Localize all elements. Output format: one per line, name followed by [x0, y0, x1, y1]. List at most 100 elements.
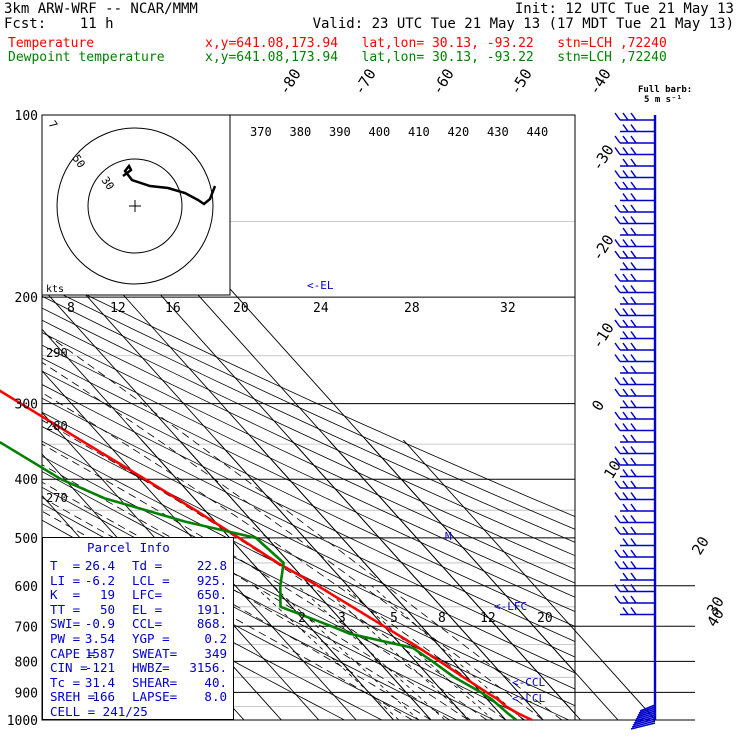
init-time: Init: 12 UTC Tue 21 May 13 [514, 1, 734, 17]
pressure-label: 200 [15, 291, 38, 306]
parcel-value: 19 [99, 587, 115, 603]
wind-barb-flag [614, 423, 621, 431]
parcel-value: 349 [204, 645, 227, 661]
hodograph-ring-label: 30 [99, 174, 117, 192]
wind-barb-flag [630, 285, 637, 293]
wind-barb-flag [614, 492, 621, 500]
dry-adiabat [42, 319, 575, 570]
wind-barb-flag [614, 457, 621, 466]
wind-barb-flag [614, 250, 621, 259]
pressure-label: 900 [15, 686, 38, 701]
mixing-ratio-label: 2 [298, 611, 306, 626]
theta-label: 290 [46, 346, 68, 360]
wind-barb-flag [630, 158, 637, 167]
wind-barb-flag [622, 469, 629, 477]
wind-barb-flag [630, 595, 637, 604]
hodograph-frame [41, 114, 231, 296]
parcel-label: LAPSE= [132, 689, 178, 705]
mixing-ratio-label: 8 [67, 301, 75, 316]
wind-barb-flag [614, 388, 621, 397]
wind-barb-flag [614, 377, 621, 385]
wind-barb-flag [622, 112, 629, 121]
mixing-ratio-label: 28 [404, 301, 420, 316]
mixing-ratio-line [321, 585, 471, 720]
wind-barb-flag [630, 124, 637, 132]
dry-adiabat [42, 357, 575, 613]
wind-barb-flag [630, 515, 637, 523]
wind-barb-flag [614, 319, 621, 328]
mixing-ratio-label: 20 [537, 611, 553, 626]
theta-label: 280 [46, 419, 68, 433]
wind-barb-flag [614, 170, 621, 178]
level-marker: <-CCL [512, 676, 545, 689]
wind-barb-flag [630, 377, 637, 385]
dry-adiabat [42, 411, 575, 674]
isotherm-ext [110, 440, 656, 720]
wind-barb-flag [630, 331, 637, 339]
parcel-label: HWBZ= [132, 660, 170, 676]
parcel-value: -121 [84, 660, 115, 676]
parcel-value: 868. [196, 616, 227, 632]
wind-barb-flag [614, 526, 621, 535]
wind-barb-flag [630, 193, 637, 201]
wind-legend-line2: 5 m s⁻¹ [644, 95, 682, 105]
wind-barb-flag [622, 262, 629, 270]
wind-barb-flag [622, 388, 629, 397]
wind-barb-flag [630, 549, 637, 558]
hodograph-trace [122, 163, 217, 206]
wind-legend-line1: Full barb: [638, 85, 693, 95]
pressure-label: 300 [15, 398, 38, 413]
wind-barb-flag [614, 561, 621, 569]
parcel-info-title: Parcel Info [87, 540, 170, 555]
isotherm-label: -50 [506, 66, 536, 99]
model-title: 3km ARW-WRF -- NCAR/MMM [4, 1, 198, 17]
theta-label: 410 [408, 125, 430, 139]
parcel-label: SWI= [50, 616, 81, 632]
wind-barb-flag [630, 273, 637, 282]
parcel-cell: CELL = 241/25 [50, 704, 148, 719]
parcel-label: SWEAT= [132, 645, 178, 661]
wind-barb-low [638, 706, 656, 714]
wind-barb-flag [630, 296, 637, 305]
theta-label: 270 [46, 491, 68, 505]
wind-barb-flag [630, 354, 637, 362]
pressure-label: 500 [15, 532, 38, 547]
theta-label: 400 [369, 125, 391, 139]
wind-barb-flag [622, 181, 629, 190]
dry-adiabat [42, 272, 575, 517]
dry-adiabat [42, 471, 533, 720]
wind-barb-flag [630, 503, 637, 512]
wind-barb-flag [622, 124, 629, 132]
wind-barb-flag [630, 204, 637, 213]
dry-adiabat [42, 426, 575, 690]
wind-barb-flag [622, 216, 629, 224]
wind-barb-flag [622, 457, 629, 466]
pressure-axis-labels: 100 200 300 400 500 600 700 800 900 1000 [7, 109, 38, 729]
wind-barb-flag [622, 480, 629, 489]
wind-barb-flag [622, 342, 629, 351]
isotherm-label: -30 [588, 142, 618, 175]
isotherm-ext [42, 440, 581, 720]
wind-barb-flag [614, 181, 621, 190]
wind-barb-flag [630, 492, 637, 500]
parcel-value: 3156. [189, 660, 227, 676]
dry-adiabat [42, 344, 575, 598]
isotherm-label: 10 [600, 457, 625, 482]
parcel-label: PW = [50, 631, 81, 646]
wind-barb-flag [622, 296, 629, 305]
parcel-label: LFC= [132, 587, 163, 603]
hodograph-ring-inner [87, 158, 183, 254]
wind-barb-low [630, 722, 656, 730]
wind-barb-flag [630, 135, 637, 144]
wind-barb-flag [614, 204, 621, 213]
level-marker: <-LFC [494, 600, 527, 613]
mixing-ratio-label: 3 [338, 611, 346, 626]
wind-barb-flag [622, 354, 629, 362]
wind-barb-flag [630, 308, 637, 316]
parcel-value: 3.54 [84, 631, 115, 646]
theta-label: 380 [290, 125, 312, 139]
wind-barb-flag [630, 526, 637, 535]
wind-barb-legend: Full barb: 5 m s⁻¹ [638, 85, 692, 105]
isotherm-ext [42, 440, 469, 720]
dry-adiabat [42, 284, 575, 530]
